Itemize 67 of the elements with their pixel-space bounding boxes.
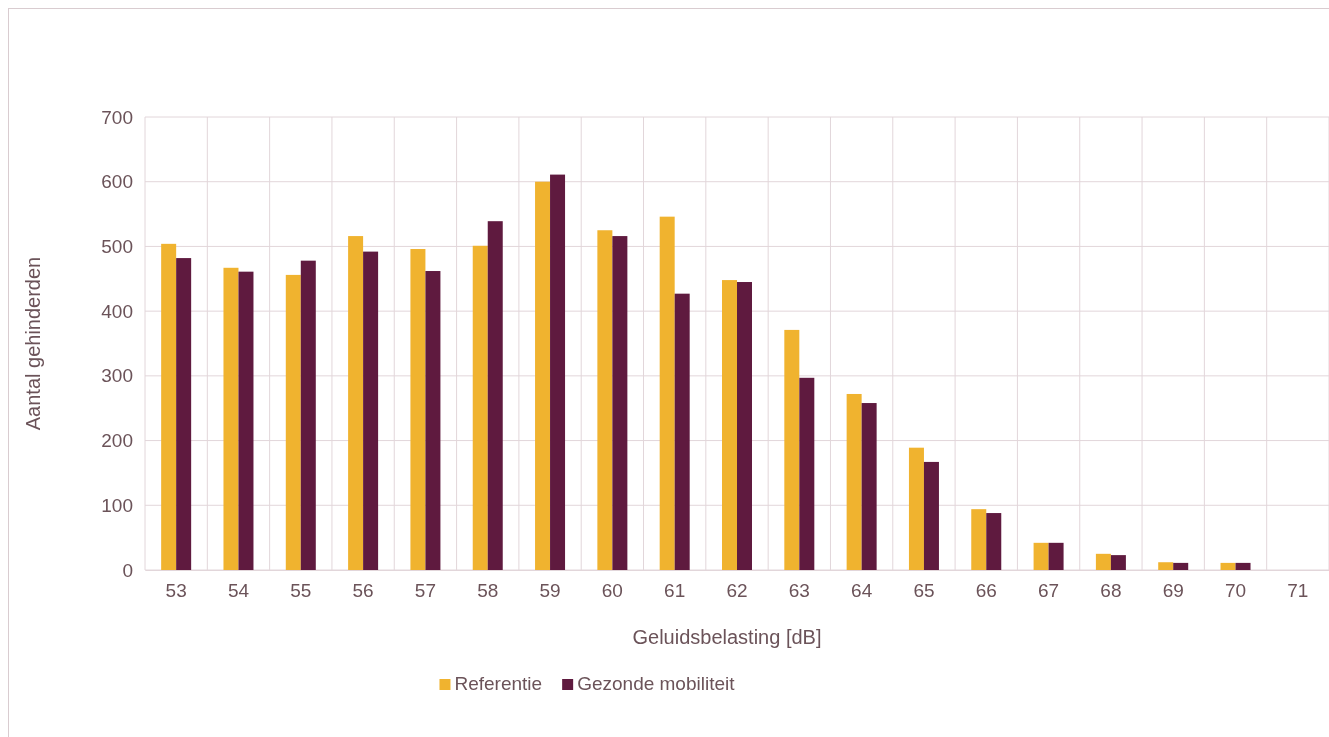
- bar: [472, 245, 488, 570]
- bar: [425, 271, 441, 570]
- y-tick-label: 100: [101, 494, 133, 516]
- x-axis-title: Geluidsbelasting [dB]: [632, 626, 822, 648]
- bar: [986, 513, 1002, 570]
- bar: [722, 280, 737, 570]
- x-tick-label: 67: [1038, 580, 1060, 602]
- bar: [410, 249, 426, 570]
- x-tick-label: 69: [1162, 580, 1184, 602]
- bar: [784, 329, 800, 570]
- y-tick-label: 500: [101, 236, 133, 258]
- bar: [300, 260, 316, 570]
- bar: [348, 236, 364, 570]
- bar: [923, 461, 939, 570]
- bar: [1110, 555, 1126, 570]
- bar: [612, 236, 628, 570]
- bar: [1220, 562, 1236, 570]
- bar: [1158, 562, 1174, 570]
- legend-label: Referentie: [454, 673, 543, 694]
- bar: [487, 221, 503, 570]
- x-tick-label: 65: [913, 580, 935, 602]
- bar: [861, 403, 877, 570]
- bar: [176, 258, 192, 570]
- legend-label: Gezonde mobiliteit: [577, 673, 736, 694]
- bar: [161, 243, 177, 570]
- bar: [971, 509, 987, 570]
- x-tick-label: 71: [1287, 580, 1309, 602]
- bar: [238, 271, 254, 570]
- y-tick-label: 300: [101, 365, 133, 387]
- bar: [737, 282, 752, 570]
- bar: [908, 447, 924, 570]
- x-tick-label: 61: [664, 580, 686, 602]
- x-tick-label: 57: [414, 580, 436, 602]
- x-tick-label: 62: [726, 580, 748, 602]
- bar: [535, 181, 551, 570]
- x-tick-label: 64: [851, 580, 873, 602]
- y-tick-label: 700: [101, 106, 133, 128]
- bar: [597, 230, 613, 570]
- bar: [1173, 562, 1189, 570]
- bar: [799, 377, 815, 570]
- y-tick-label: 400: [101, 300, 133, 322]
- y-tick-label: 200: [101, 430, 133, 452]
- x-tick-label: 66: [975, 580, 997, 602]
- x-tick-label: 60: [601, 580, 623, 602]
- bar: [1048, 542, 1064, 570]
- bar: [1033, 542, 1049, 570]
- bar: [1095, 553, 1111, 570]
- x-tick-label: 56: [352, 580, 374, 602]
- bar: [223, 267, 239, 570]
- bar: [550, 174, 566, 570]
- x-tick-label: 59: [539, 580, 561, 602]
- bar: [1235, 562, 1251, 570]
- y-tick-label: 600: [101, 171, 133, 193]
- x-tick-label: 68: [1100, 580, 1122, 602]
- bar: [674, 293, 690, 570]
- x-tick-label: 70: [1224, 580, 1247, 602]
- y-axis-title: Aantal gehinderden: [22, 256, 44, 431]
- x-tick-label: 58: [477, 580, 499, 602]
- x-tick-label: 63: [788, 580, 810, 602]
- x-tick-label: 55: [290, 580, 312, 602]
- bar: [363, 251, 379, 570]
- x-tick-label: 53: [165, 580, 187, 602]
- bar: [659, 216, 675, 570]
- x-tick-label: 54: [227, 580, 250, 602]
- bar: [846, 393, 862, 570]
- y-tick-label: 0: [122, 559, 133, 581]
- bar: [285, 274, 301, 570]
